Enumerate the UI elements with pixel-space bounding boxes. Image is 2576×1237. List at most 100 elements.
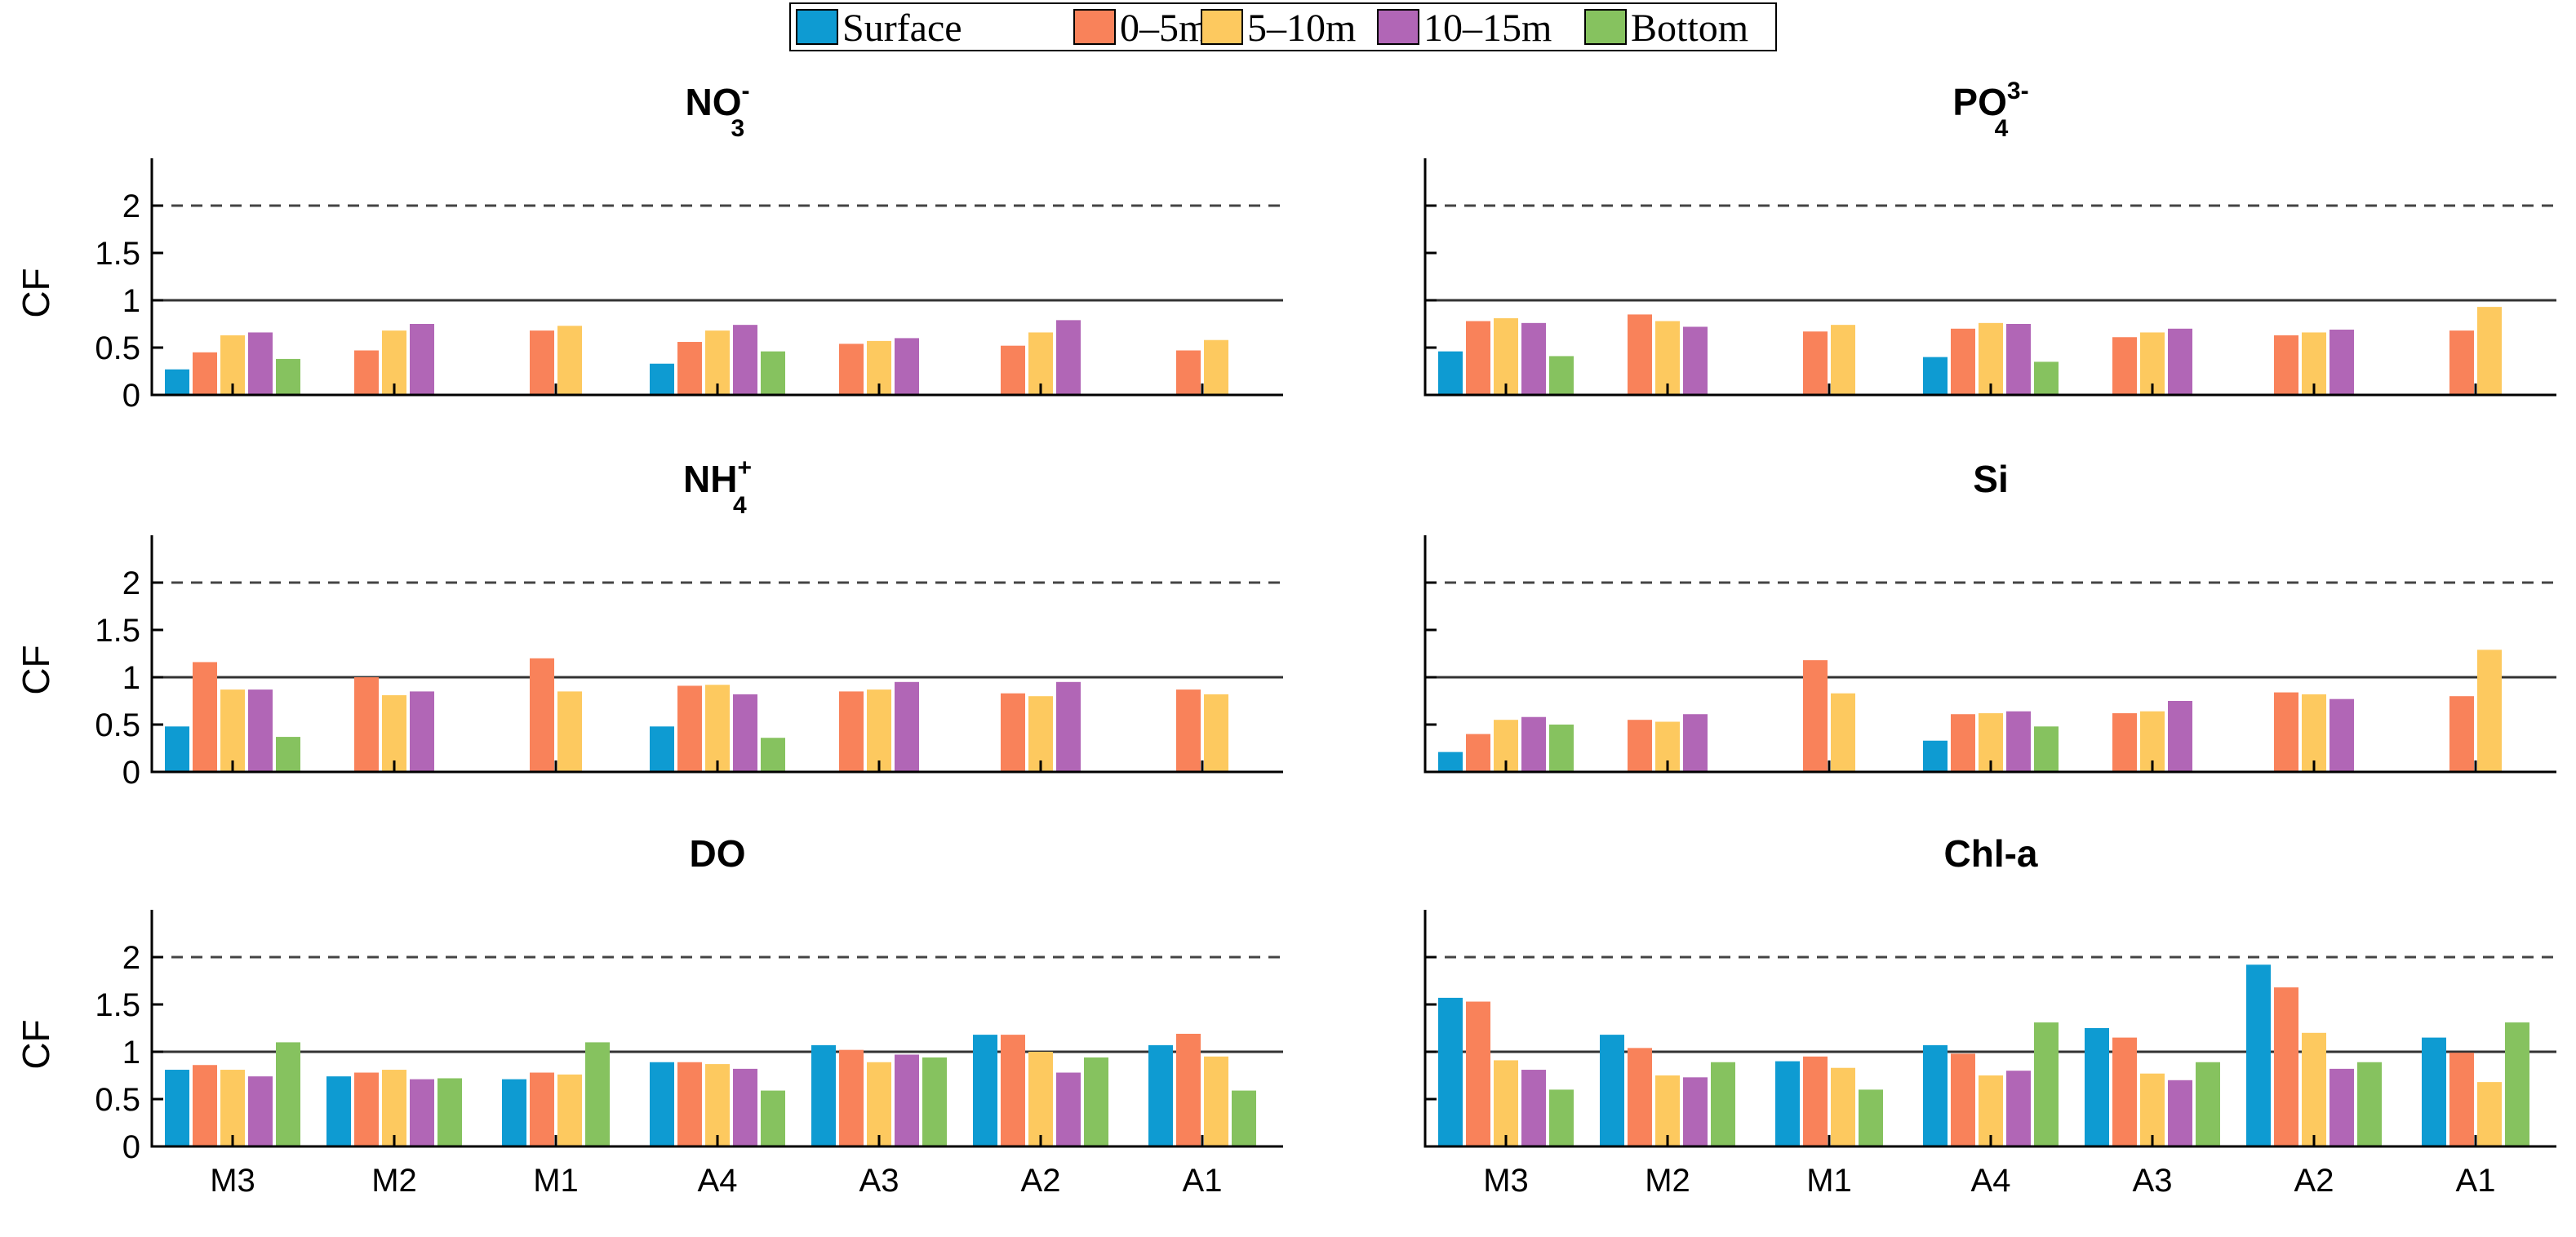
panel-title-base: Si [1973,458,2008,500]
y-tick-label: 2 [122,565,140,601]
bar [326,1076,351,1146]
bar [2246,964,2271,1146]
bar [1803,660,1828,772]
panel-title: Chl-a [1944,832,2038,875]
y-tick-label: 1 [122,283,140,319]
bar [276,1042,300,1146]
bar [2330,1068,2354,1146]
bar [1232,1090,1256,1146]
bar [1521,322,1546,395]
x-tick-label: M3 [1483,1163,1529,1199]
bar [733,694,757,772]
bar [1923,357,1948,395]
bar [895,1054,919,1146]
bar [1056,1072,1081,1146]
y-tick-label: 1.5 [95,236,140,272]
y-tick-label: 0 [122,1129,140,1165]
bar [1628,720,1652,772]
bar [437,1078,462,1146]
bar [2449,1053,2474,1146]
bar [1683,1077,1708,1146]
bar [1466,734,1490,772]
x-tick-label: A1 [1183,1163,1223,1199]
chart-panel: Si [1423,458,2556,774]
y-tick-label: 0 [122,755,140,791]
bar [1176,1033,1201,1146]
panel-title-subscript: 3 [731,115,745,142]
bar [1466,1001,1490,1146]
bar [165,1070,189,1146]
y-tick-label: 1.5 [95,613,140,649]
bar [1494,1060,1518,1146]
bar [530,330,554,395]
bar [1438,351,1463,395]
bar [410,1079,434,1146]
y-axis-label: CF [15,645,57,694]
bar [354,677,379,772]
x-tick-label: A4 [1971,1163,2011,1199]
y-tick-label: 0.5 [95,707,140,743]
bar [1521,716,1546,772]
y-axis-label: CF [15,268,57,317]
bar [1148,1044,1173,1146]
bar [1711,1062,1735,1146]
bar [839,1049,864,1146]
bar [1979,1075,2003,1146]
bar [1831,325,1855,395]
bar [276,358,300,395]
bar [1600,1035,1624,1146]
bar [1803,331,1828,395]
bar [2505,1022,2529,1146]
bar [1683,326,1708,395]
y-tick-label: 1 [122,660,140,696]
bar [248,689,273,772]
bar [2168,1080,2192,1146]
bar [410,324,434,395]
bar [1204,694,1228,772]
bar [2168,328,2192,395]
bar [2112,1037,2137,1146]
bar [867,1062,891,1146]
y-tick-label: 1.5 [95,987,140,1023]
legend-label: 5–10m [1247,7,1356,50]
bar [382,695,406,772]
bar [761,1090,785,1146]
bar [557,1074,582,1146]
bar [2085,1028,2109,1146]
bar [2112,713,2137,772]
bar [354,1072,379,1146]
panel-title: NH+ 4 [683,454,752,519]
bar [1549,356,1574,395]
bar [1521,1070,1546,1146]
bar [1466,321,1490,395]
bar [248,332,273,395]
panel-title-superscript: - [742,78,750,104]
bar [1951,714,1975,772]
bar [585,1042,610,1146]
bar [2006,711,2031,772]
legend-swatch [1073,9,1116,45]
bar [220,689,245,772]
bar [2449,696,2474,772]
bar [354,350,379,395]
x-tick-label: M1 [533,1163,579,1199]
bar [973,1035,997,1146]
bar [1028,696,1053,772]
bar [1831,1067,1855,1146]
bar [276,737,300,772]
bar [165,726,189,772]
bar [1803,1056,1828,1146]
bar [1001,345,1025,395]
bar [193,1065,217,1146]
legend-label: Surface [842,7,962,50]
chart-panel: 0 0.5 1 1.5 2 CF NH+ 4 [15,454,1283,791]
bar [193,662,217,772]
legend-swatch [1201,9,1243,45]
bar [1951,1053,1975,1146]
x-tick-label: A2 [1021,1163,1061,1199]
bar [733,325,757,395]
bar [2330,329,2354,395]
panel-title: NO- 3 [686,78,750,142]
bar [677,1062,702,1146]
bar [2357,1062,2382,1146]
